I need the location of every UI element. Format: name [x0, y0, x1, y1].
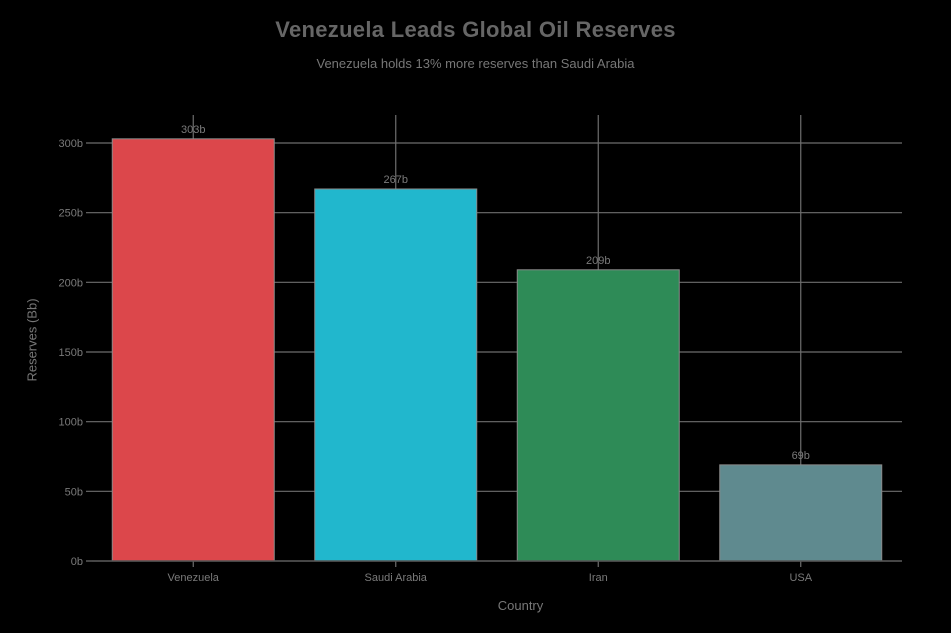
bar-venezuela [111, 138, 275, 562]
chart-subtitle: Venezuela holds 13% more reserves than S… [316, 56, 635, 71]
x-tick-label: Iran [589, 572, 608, 584]
y-tick-label: 200b [59, 277, 83, 289]
bar-value-label: 267b [384, 174, 408, 186]
bar-saudi-arabia [314, 188, 478, 562]
bar-value-label: 69b [792, 450, 810, 462]
y-tick-label: 50b [65, 486, 83, 498]
x-tick-label: Venezuela [168, 572, 220, 584]
bar-usa [719, 464, 883, 562]
bar-value-label: 209b [586, 255, 610, 267]
x-tick-label: Saudi Arabia [365, 572, 428, 584]
y-tick-label: 0b [71, 556, 83, 568]
y-tick-label: 100b [59, 417, 83, 429]
y-tick-label: 150b [59, 347, 83, 359]
x-axis-label: Country [497, 598, 544, 613]
bar-value-label: 303b [181, 124, 205, 136]
chart-title: Venezuela Leads Global Oil Reserves [275, 17, 676, 42]
bar-iran [516, 269, 680, 562]
x-tick-label: USA [789, 572, 812, 584]
y-tick-label: 250b [59, 208, 83, 220]
y-tick-label: 300b [59, 138, 83, 150]
y-axis-label: Reserves (Bb) [24, 298, 40, 382]
